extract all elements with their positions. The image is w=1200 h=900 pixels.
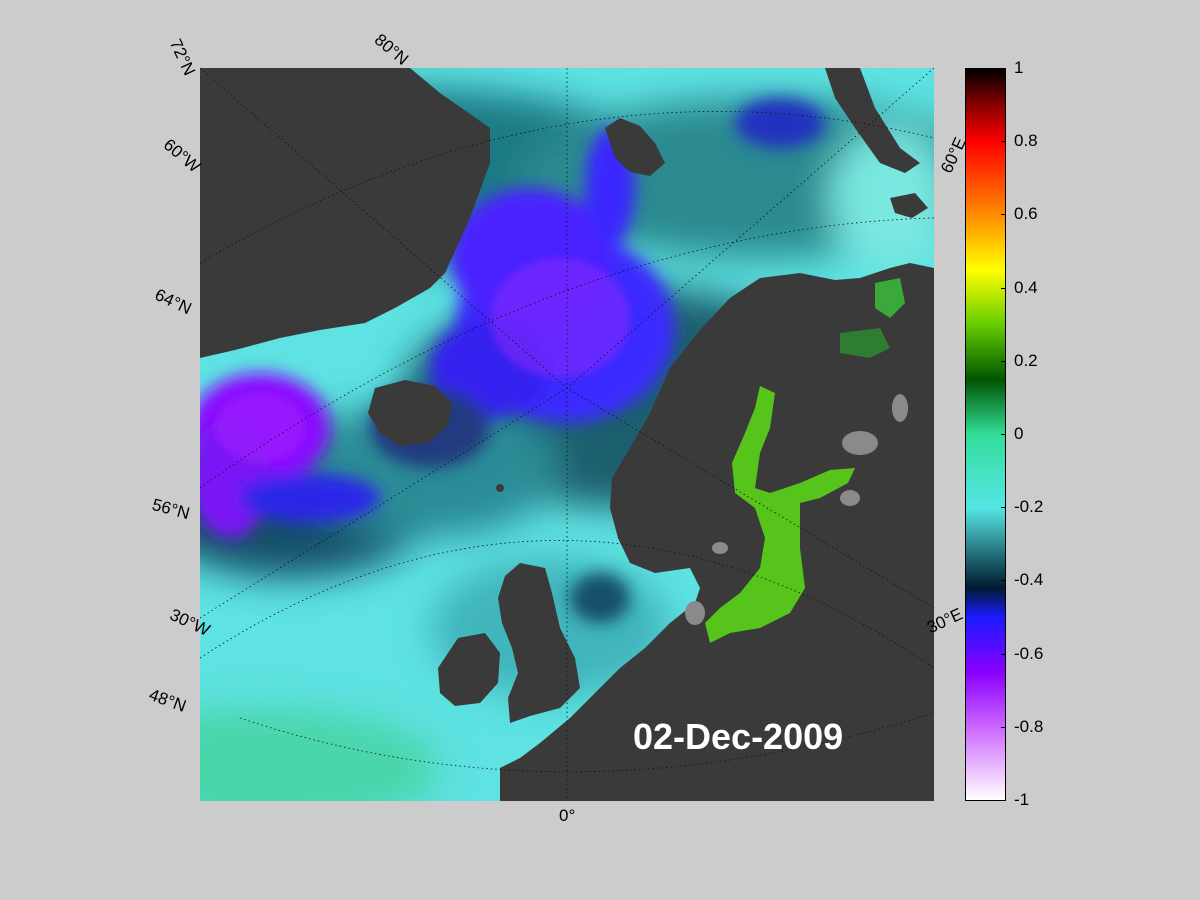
- lat-label-56n: 56°N: [150, 495, 192, 524]
- colorbar-tick-label: -0.2: [1014, 497, 1044, 517]
- baltic-sea: [705, 278, 905, 643]
- colorbar-tickmark: [1001, 287, 1006, 289]
- lon-label-60w: 60°W: [159, 135, 204, 177]
- colorbar-tickmark: [1001, 434, 1006, 435]
- colorbar-tick-label: -0.6: [1014, 643, 1044, 663]
- colorbar-tick-label: 0.6: [1014, 204, 1038, 224]
- colorbar-tick-label: -0.8: [1014, 716, 1044, 736]
- map-panel: [200, 68, 934, 801]
- lat-label-48n: 48°N: [146, 685, 189, 716]
- colorbar-tick-label: 1: [1014, 58, 1024, 77]
- colorbar-tick-label: -0.4: [1014, 570, 1044, 590]
- lat-label-64n: 64°N: [151, 285, 195, 319]
- colorbar-tickmark: [1001, 141, 1006, 143]
- colorbar-tick-label: 0: [1014, 424, 1024, 443]
- lat-label-72n: 72°N: [165, 36, 200, 79]
- svalbard: [605, 118, 665, 176]
- colorbar-tickmark: [1001, 653, 1006, 655]
- iceland: [368, 380, 452, 446]
- map-canvas: [200, 68, 934, 801]
- ireland: [438, 633, 500, 706]
- colorbar-tickmark: [1001, 214, 1006, 216]
- lat-label-80n: 80°N: [370, 30, 413, 69]
- land-masses: [200, 68, 934, 801]
- colorbar-tickmark: [1001, 360, 1006, 362]
- colorbar-tick-label: 0.2: [1014, 350, 1038, 370]
- date-label: 02-Dec-2009: [633, 716, 844, 757]
- franz-josef-land: [890, 193, 928, 218]
- novaya-zemlya: [825, 68, 920, 173]
- graticule: [200, 68, 934, 801]
- colorbar-tick-label: -1: [1014, 790, 1030, 809]
- colorbar-tickmark: [1001, 507, 1006, 509]
- colorbar-tickmark: [1001, 726, 1006, 728]
- great-britain: [498, 563, 580, 723]
- europe: [500, 263, 934, 801]
- colorbar: [965, 68, 1006, 801]
- colorbar-tickmark: [1001, 68, 1006, 69]
- lakes: [685, 394, 908, 625]
- colorbar-tick-label: 0.4: [1014, 277, 1038, 297]
- colorbar-tickmark: [1001, 800, 1006, 801]
- greenland: [200, 68, 490, 358]
- faroe-islands: [496, 484, 504, 492]
- colorbar-tickmark: [1001, 580, 1006, 582]
- colorbar-tick-label: 0.8: [1014, 131, 1038, 151]
- lon-label-0: 0°: [559, 806, 576, 825]
